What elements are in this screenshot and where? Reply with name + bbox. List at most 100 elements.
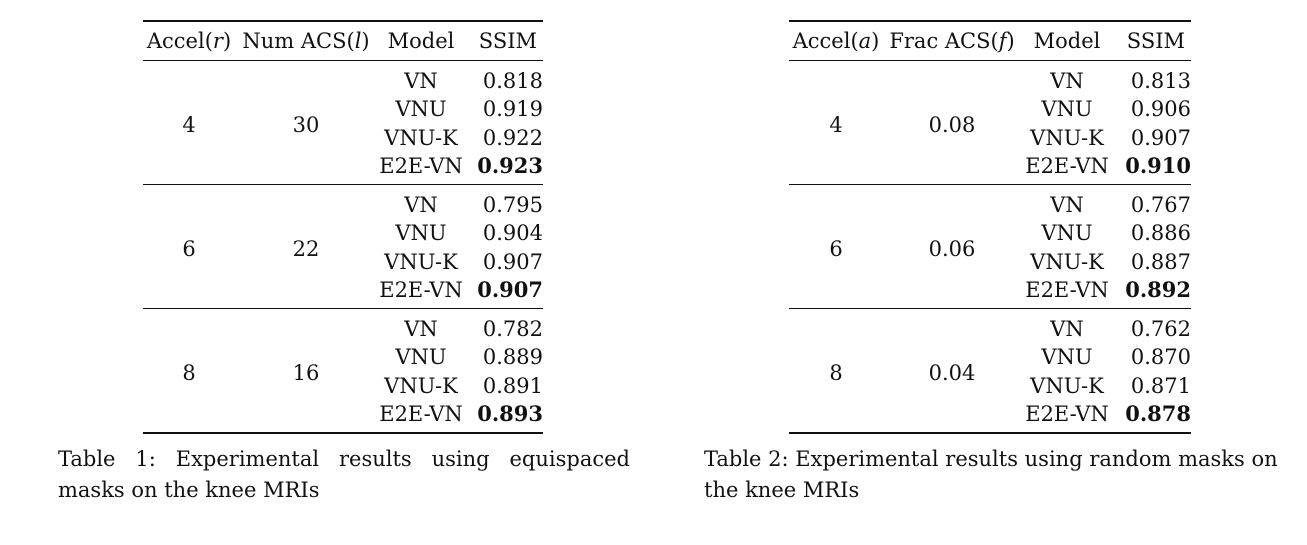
ssim-cell: 0.907 xyxy=(482,249,543,274)
accel-cell: 8 xyxy=(182,360,196,385)
accel-cell: 4 xyxy=(182,112,196,137)
col-header-model: Model xyxy=(1033,29,1101,53)
table-row: 8 0.04 VN 0.762 xyxy=(789,308,1191,385)
col-header-acs: Num ACS(l) xyxy=(242,29,370,53)
acs-cell: 0.06 xyxy=(928,236,976,261)
ssim-cell: 0.904 xyxy=(482,221,543,245)
model-cell: E2E-VN xyxy=(1025,278,1109,302)
model-cell: VNU xyxy=(395,221,447,245)
table-row: VNU 0.886 xyxy=(789,219,1191,248)
row-group: 4 0.08 VN 0.813 VNU 0.906 VNU-K 0.907 E2E-VN 0.91… xyxy=(789,60,1191,184)
ssim-cell: 0.887 xyxy=(1130,249,1191,274)
table-row: E2E-VN 0.878 xyxy=(789,400,1191,433)
ssim-cell: 0.870 xyxy=(1130,345,1191,369)
model-cell: VNU-K xyxy=(384,373,458,398)
ssim-cell-best: 0.893 xyxy=(477,401,543,426)
row-group: 6 0.06 VN 0.767 VNU 0.886 VNU-K 0.887 E2E-VN 0.89… xyxy=(789,184,1191,308)
table-row: VNU-K 0.907 xyxy=(789,124,1191,153)
table-row: 8 16 VN 0.782 xyxy=(143,308,543,385)
col-header-acs: Frac ACS(f) xyxy=(889,29,1015,53)
model-cell: VNU xyxy=(1041,221,1093,245)
ssim-cell: 0.889 xyxy=(482,345,543,369)
model-cell: VNU-K xyxy=(384,125,458,150)
model-cell: VNU-K xyxy=(1030,373,1104,398)
model-cell: VN xyxy=(404,316,438,341)
model-cell: VN xyxy=(404,68,438,93)
accel-cell: 4 xyxy=(829,112,843,137)
row-group: 6 22 VN 0.795 VNU 0.904 VNU-K 0.907 E2E-VN 0.907 xyxy=(143,184,543,308)
row-group: 8 16 VN 0.782 VNU 0.889 VNU-K 0.891 E2E-VN 0.893 xyxy=(143,308,543,433)
ssim-cell: 0.871 xyxy=(1130,373,1191,398)
col-header-ssim: SSIM xyxy=(1126,29,1185,53)
acs-cell: 22 xyxy=(292,236,320,261)
ssim-cell-best: 0.892 xyxy=(1125,277,1191,302)
table-row: VNU-K 0.887 xyxy=(789,248,1191,277)
model-cell: VN xyxy=(1050,316,1084,341)
ssim-cell: 0.767 xyxy=(1130,192,1191,217)
table-row: E2E-VN 0.893 xyxy=(143,400,543,433)
results-table-equispaced: Accel(r) Num ACS(l) Model SSIM 4 30 VN 0.81… xyxy=(143,20,543,434)
acs-cell: 30 xyxy=(292,112,320,137)
model-cell: VNU xyxy=(395,345,447,369)
ssim-cell: 0.891 xyxy=(482,373,543,398)
acs-cell: 0.08 xyxy=(928,112,976,137)
ssim-cell: 0.818 xyxy=(482,68,543,93)
col-header-model: Model xyxy=(387,29,455,53)
table-row: VNU 0.870 xyxy=(789,343,1191,372)
model-cell: VNU-K xyxy=(1030,249,1104,274)
model-cell: E2E-VN xyxy=(1025,402,1109,426)
col-header-accel: Accel(a) xyxy=(792,29,880,53)
ssim-cell: 0.906 xyxy=(1130,97,1191,121)
ssim-cell: 0.907 xyxy=(1130,125,1191,150)
ssim-cell: 0.886 xyxy=(1130,221,1191,245)
header-row: Accel(r) Num ACS(l) Model SSIM xyxy=(143,21,543,60)
model-cell: E2E-VN xyxy=(379,402,463,426)
ssim-cell: 0.813 xyxy=(1130,68,1191,93)
table-row: 6 0.06 VN 0.767 xyxy=(789,184,1191,261)
accel-cell: 8 xyxy=(829,360,843,385)
row-group: 8 0.04 VN 0.762 VNU 0.870 VNU-K 0.871 E2E-VN 0.87… xyxy=(789,308,1191,433)
table-row: 4 30 VN 0.818 xyxy=(143,60,543,137)
table-row: VNU 0.919 xyxy=(143,95,543,124)
ssim-cell-best: 0.878 xyxy=(1125,401,1191,426)
model-cell: E2E-VN xyxy=(379,154,463,178)
ssim-cell-best: 0.910 xyxy=(1125,153,1191,178)
header-row: Accel(a) Frac ACS(f) Model SSIM xyxy=(789,21,1191,60)
model-cell: VN xyxy=(1050,192,1084,217)
acs-cell: 0.04 xyxy=(928,360,976,385)
table-row: E2E-VN 0.923 xyxy=(143,152,543,184)
model-cell: VNU xyxy=(1041,345,1093,369)
ssim-cell: 0.919 xyxy=(482,97,543,121)
table-2-caption: Table 2: Experimental results using rand… xyxy=(704,447,1278,502)
model-cell: E2E-VN xyxy=(379,278,463,302)
table-row: E2E-VN 0.907 xyxy=(143,276,543,308)
model-cell: VN xyxy=(404,192,438,217)
ssim-cell: 0.782 xyxy=(482,316,543,341)
model-cell: VNU xyxy=(1041,97,1093,121)
model-cell: VNU-K xyxy=(384,249,458,274)
model-cell: VN xyxy=(1050,68,1084,93)
ssim-cell: 0.762 xyxy=(1130,316,1191,341)
model-cell: E2E-VN xyxy=(1025,154,1109,178)
table-row: VNU-K 0.922 xyxy=(143,124,543,153)
table-row: VNU-K 0.907 xyxy=(143,248,543,277)
table-row: VNU-K 0.871 xyxy=(789,372,1191,401)
table-row: VNU 0.889 xyxy=(143,343,543,372)
model-cell: VNU xyxy=(395,97,447,121)
accel-cell: 6 xyxy=(829,236,843,261)
model-cell: VNU-K xyxy=(1030,125,1104,150)
col-header-accel: Accel(r) xyxy=(146,29,232,53)
table-row: VNU-K 0.891 xyxy=(143,372,543,401)
table-row: 4 0.08 VN 0.813 xyxy=(789,60,1191,137)
col-header-ssim: SSIM xyxy=(478,29,537,53)
ssim-cell-best: 0.907 xyxy=(477,277,543,302)
table-2: Accel(a) Frac ACS(f) Model SSIM 4 0.08 VN 0… xyxy=(789,20,1191,434)
table-row: E2E-VN 0.910 xyxy=(789,152,1191,184)
ssim-cell: 0.922 xyxy=(482,125,543,150)
acs-cell: 16 xyxy=(292,360,320,385)
table-row: VNU 0.906 xyxy=(789,95,1191,124)
ssim-cell-best: 0.923 xyxy=(477,153,543,178)
table-1-caption: Table 1: Experimental results using equi… xyxy=(58,447,630,502)
table-row: 6 22 VN 0.795 xyxy=(143,184,543,261)
table-row: E2E-VN 0.892 xyxy=(789,276,1191,308)
